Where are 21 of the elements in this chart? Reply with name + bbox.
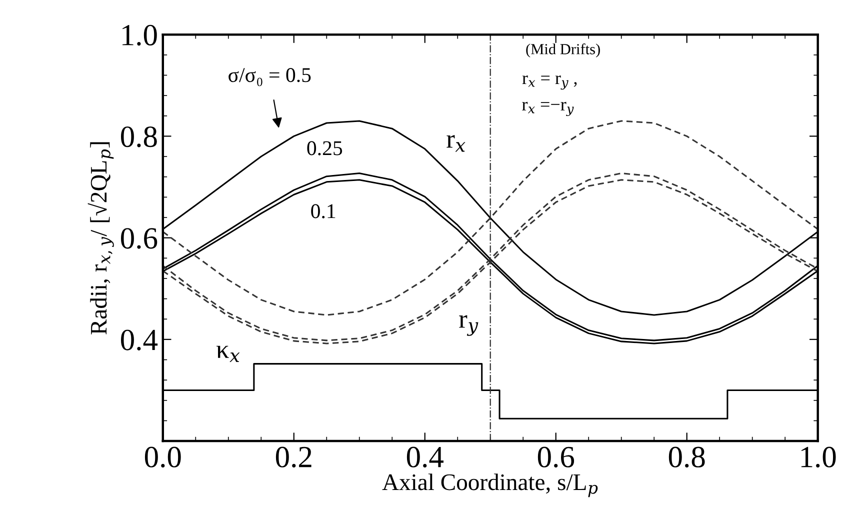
annotation: r$_{x}$	[446, 135, 466, 152]
y-tick-label: 1.0	[122, 24, 157, 46]
x-axis-title: Axial Coordinate, s/L$_{p}$	[382, 474, 598, 498]
annotation: r$_{x}$ = r$_{y}$ ,	[522, 75, 577, 90]
annotation: κ$_{x}$	[216, 346, 240, 362]
x-tick-label: 0.4	[406, 446, 444, 468]
x-tick-label: 0.8	[668, 446, 705, 468]
x-tick-label: 0.6	[538, 446, 574, 468]
annotation: 0.25	[307, 141, 342, 156]
x-tick-label: 0.2	[276, 446, 312, 468]
x-tick-label: 1.0	[801, 446, 836, 468]
annotation: r$_{y}$	[459, 315, 478, 336]
annotation: (Mid Drifts)	[526, 43, 600, 58]
y-tick-label: 0.8	[121, 126, 157, 148]
y-tick-label: 0.4	[121, 330, 158, 350]
y-axis-title: Radii, r$_{x,y}$/ [√2QL$_{p}$]	[88, 142, 114, 334]
y-tick-label: 0.6	[121, 228, 158, 249]
annotation: σ/σ₀ = 0.5	[228, 68, 311, 86]
annotation: r$_{x}$ =−r$_{y}$	[522, 102, 574, 116]
x-tick-label: 0.0	[144, 446, 181, 468]
annotation: 0.1	[311, 204, 336, 218]
